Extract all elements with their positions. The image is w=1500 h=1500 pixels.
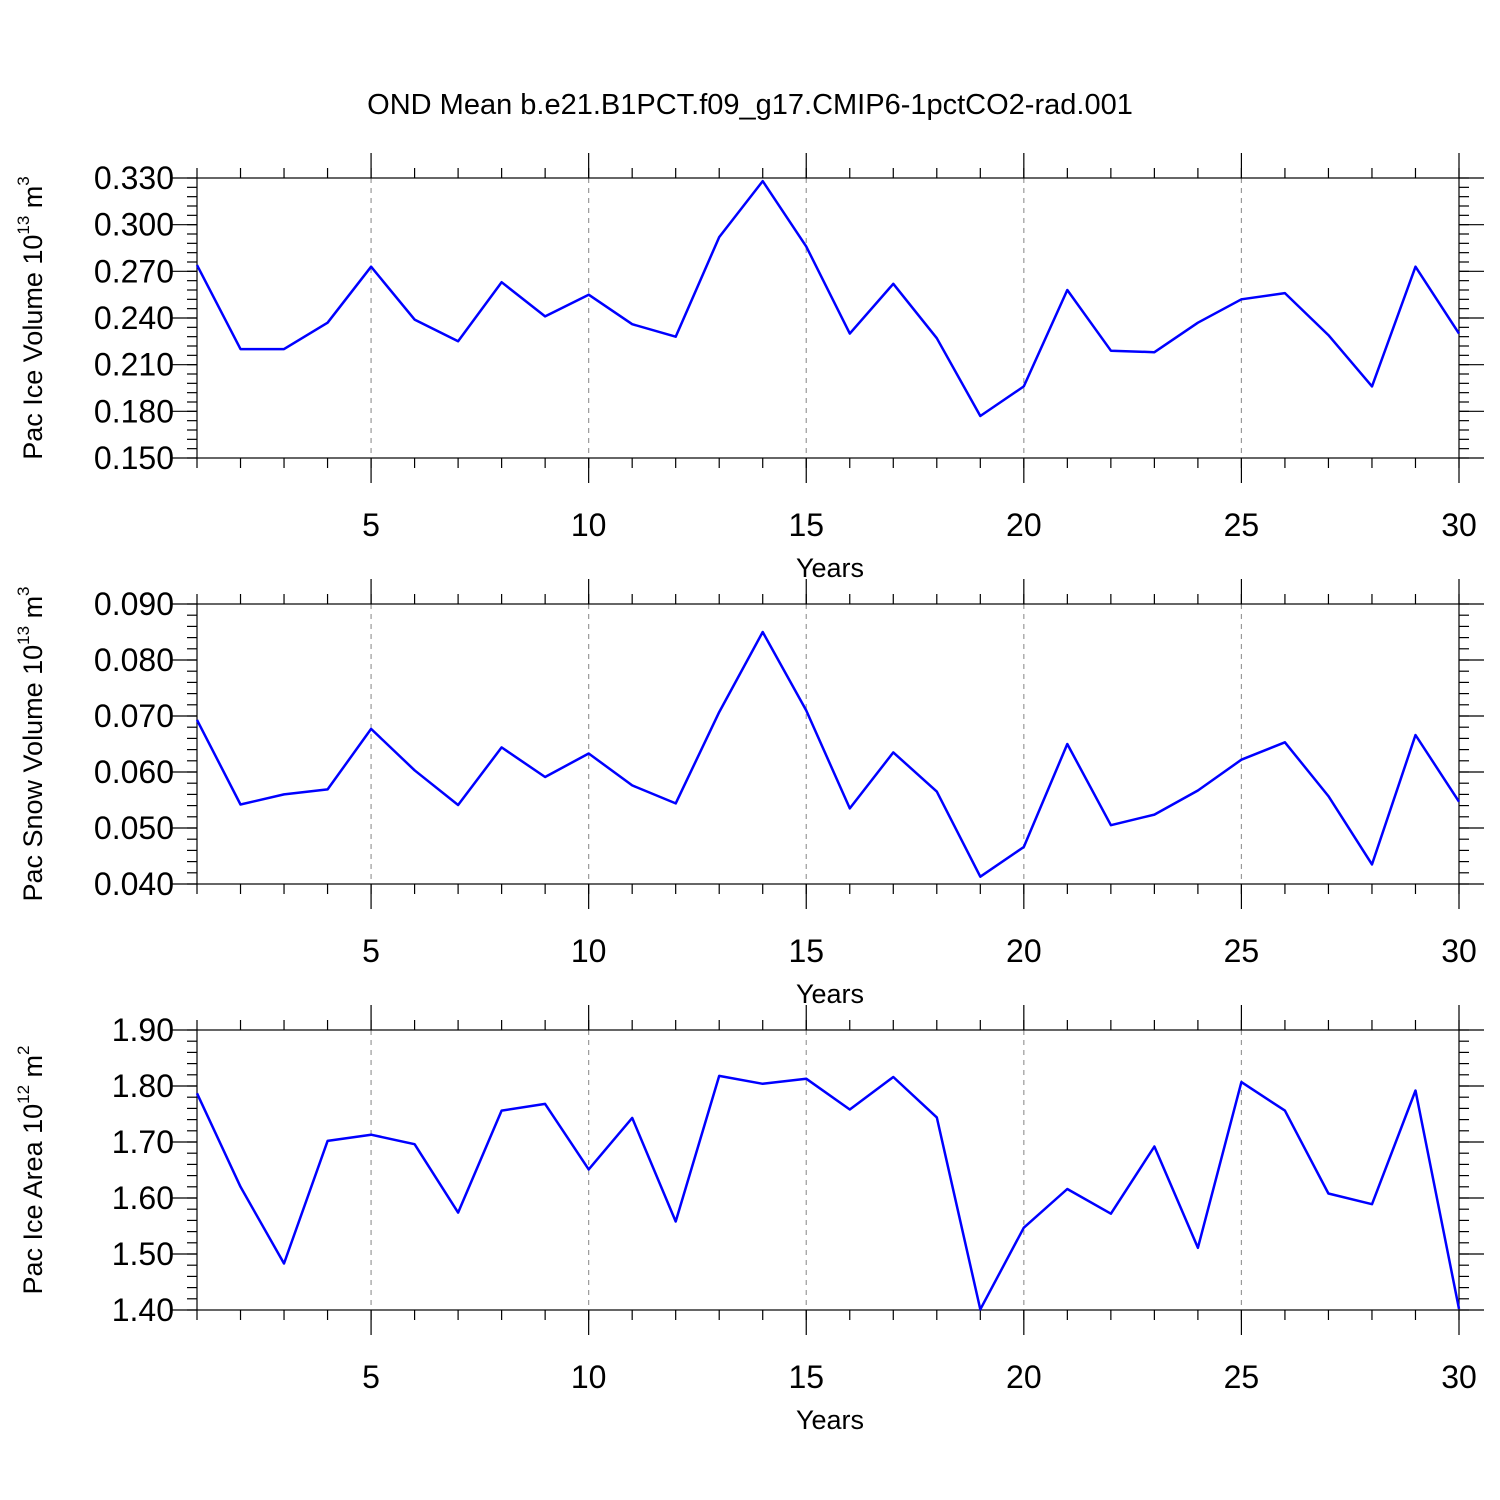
x-axis-label: Years (796, 979, 864, 1009)
y-tick-label: 1.70 (112, 1124, 174, 1160)
y-axis-label: Pac Ice Area 1012 m2 (14, 1045, 48, 1294)
x-tick-label: 15 (788, 933, 824, 969)
x-tick-label: 5 (362, 933, 380, 969)
x-tick-label: 30 (1441, 507, 1477, 543)
y-tick-label: 1.60 (112, 1180, 174, 1216)
y-tick-label: 0.150 (94, 440, 174, 476)
series-line (195, 1074, 1461, 1311)
y-tick-label: 0.050 (94, 810, 174, 846)
plot-frame (196, 1029, 1460, 1311)
panel-1: 5 10 15 20 25 30 0.150 0.180 0.210 0.240 0.270 0.30… (14, 153, 1484, 583)
x-tick-label: 10 (571, 507, 607, 543)
y-tick-label: 0.090 (94, 586, 174, 622)
y-tick-label: 1.90 (112, 1012, 174, 1048)
series-line (195, 179, 1461, 418)
x-tick-label: 20 (1006, 933, 1042, 969)
y-tick-label: 0.180 (94, 393, 174, 429)
x-tick-label: 15 (788, 1359, 824, 1395)
chart-panels: 5 10 15 20 25 30 0.150 0.180 0.210 0.240 0.270 0.30… (14, 153, 1484, 1435)
y-axis-label: Pac Snow Volume 1013 m3 (14, 586, 48, 901)
y-tick-label: 0.330 (94, 160, 174, 196)
x-tick-label: 25 (1224, 1359, 1260, 1395)
x-tick-label: 5 (362, 507, 380, 543)
x-axis-label: Years (796, 553, 864, 583)
y-tick-label: 0.210 (94, 347, 174, 383)
x-axis-label: Years (796, 1405, 864, 1435)
y-tick-label: 1.50 (112, 1236, 174, 1272)
x-tick-label: 20 (1006, 507, 1042, 543)
y-tick-label: 0.060 (94, 754, 174, 790)
x-tick-label: 30 (1441, 1359, 1477, 1395)
x-tick-label: 10 (571, 1359, 607, 1395)
y-tick-label: 0.240 (94, 300, 174, 336)
x-tick-label: 5 (362, 1359, 380, 1395)
panel-2: 5 10 15 20 25 30 0.040 0.050 0.060 0.070 0.080 0.09… (14, 579, 1484, 1009)
y-tick-label: 0.270 (94, 253, 174, 289)
x-tick-label: 10 (571, 933, 607, 969)
y-tick-label: 0.080 (94, 642, 174, 678)
x-tick-label: 15 (788, 507, 824, 543)
x-tick-label: 25 (1224, 507, 1260, 543)
panel-3: 5 10 15 20 25 30 1.40 1.50 1.60 1.70 1.80 1.90 Years… (14, 1005, 1484, 1435)
y-tick-label: 1.40 (112, 1292, 174, 1328)
plot-frame (196, 177, 1460, 459)
chart-title: OND Mean b.e21.B1PCT.f09_g17.CMIP6-1pctC… (367, 89, 1133, 121)
y-tick-label: 0.070 (94, 698, 174, 734)
series-line (195, 630, 1461, 878)
plot-frame (196, 603, 1460, 885)
x-tick-label: 30 (1441, 933, 1477, 969)
y-tick-label: 1.80 (112, 1068, 174, 1104)
y-tick-label: 0.040 (94, 866, 174, 902)
y-axis-label: Pac Ice Volume 1013 m3 (14, 176, 48, 460)
x-tick-label: 20 (1006, 1359, 1042, 1395)
x-tick-label: 25 (1224, 933, 1260, 969)
y-tick-label: 0.300 (94, 207, 174, 243)
